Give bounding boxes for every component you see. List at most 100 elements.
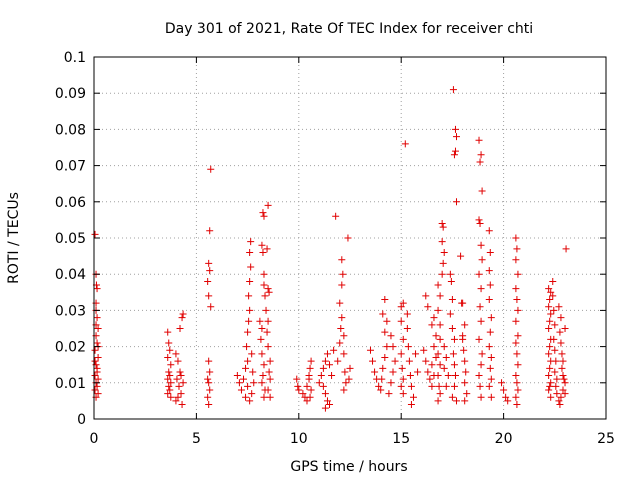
y-axis-ticks: 0 0.01 0.02 0.03 0.04 0.05 0.06 0.07 0.08 0.09 0.1: [55, 50, 606, 428]
y-tick-label: 0.08: [55, 122, 86, 138]
data-point: [512, 234, 520, 242]
data-point: [172, 350, 180, 358]
data-point: [552, 382, 560, 390]
data-point: [514, 386, 522, 394]
data-point: [487, 314, 495, 322]
data-point: [340, 332, 348, 340]
data-point: [341, 368, 349, 376]
data-point: [553, 375, 561, 383]
data-point: [399, 335, 407, 343]
data-point: [550, 335, 558, 343]
data-point: [513, 296, 521, 304]
data-point: [447, 277, 455, 285]
data-point: [450, 151, 458, 159]
data-point: [461, 321, 469, 329]
data-point: [172, 397, 180, 405]
data-point: [164, 353, 172, 361]
data-point: [321, 357, 329, 365]
data-point: [379, 310, 387, 318]
data-point: [206, 227, 214, 235]
data-point: [513, 401, 521, 409]
data-point: [93, 314, 101, 322]
data-point: [545, 325, 553, 332]
data-point: [399, 375, 407, 383]
data-point: [475, 136, 483, 144]
data-point: [294, 382, 302, 390]
data-point: [321, 390, 329, 398]
data-point: [319, 382, 327, 390]
data-point: [379, 364, 387, 372]
data-point: [397, 350, 405, 358]
data-point: [306, 364, 314, 372]
data-point: [315, 379, 323, 387]
data-point: [562, 245, 570, 253]
data-point: [319, 364, 327, 372]
data-point: [206, 386, 214, 394]
data-point: [461, 357, 469, 365]
data-point: [405, 357, 413, 365]
data-point: [94, 375, 102, 383]
data-point: [179, 310, 187, 318]
data-point: [381, 328, 389, 336]
data-point: [452, 397, 460, 405]
data-point: [336, 339, 344, 347]
data-point: [387, 332, 395, 340]
data-point: [204, 393, 212, 401]
data-point: [504, 397, 512, 405]
data-point: [514, 361, 522, 369]
data-point: [450, 361, 458, 369]
data-point: [233, 372, 241, 380]
data-point: [459, 332, 467, 340]
data-point: [321, 404, 329, 412]
data-point: [436, 390, 444, 398]
data-point: [398, 364, 406, 372]
data-point: [476, 382, 484, 390]
data-point: [432, 332, 440, 340]
data-point: [178, 314, 186, 322]
data-point: [91, 357, 99, 365]
data-point: [409, 393, 417, 401]
data-point: [448, 393, 456, 401]
data-point: [552, 357, 560, 365]
data-point: [240, 375, 248, 383]
data-point: [177, 372, 185, 380]
y-tick-label: 0.02: [55, 340, 86, 356]
data-point: [559, 386, 567, 394]
data-point: [397, 317, 405, 325]
data-point: [487, 375, 495, 383]
data-point: [513, 245, 521, 253]
data-point: [205, 357, 213, 365]
data-point: [477, 393, 485, 401]
data-point: [247, 263, 255, 271]
data-point: [264, 201, 272, 209]
data-point: [166, 372, 174, 380]
x-tick-label: 25: [597, 431, 615, 447]
data-point: [258, 350, 266, 358]
data-point: [439, 223, 447, 231]
data-point: [451, 372, 459, 380]
data-point: [475, 372, 483, 380]
data-point: [323, 397, 331, 405]
data-point: [547, 379, 555, 387]
data-point: [546, 364, 554, 372]
data-point: [337, 325, 345, 332]
data-point: [207, 303, 215, 311]
data-point: [401, 140, 409, 148]
data-point: [93, 339, 101, 347]
data-point: [550, 306, 558, 314]
data-point: [167, 393, 175, 401]
data-point: [436, 292, 444, 300]
y-tick-label: 0.01: [55, 376, 86, 392]
data-point: [461, 397, 469, 405]
data-point: [463, 390, 471, 398]
data-point: [513, 350, 521, 358]
data-point: [485, 382, 493, 390]
data-point: [476, 303, 484, 311]
data-point: [246, 248, 254, 256]
data-point: [242, 393, 250, 401]
data-point: [91, 372, 99, 380]
data-point: [451, 125, 459, 133]
data-point: [440, 343, 448, 351]
